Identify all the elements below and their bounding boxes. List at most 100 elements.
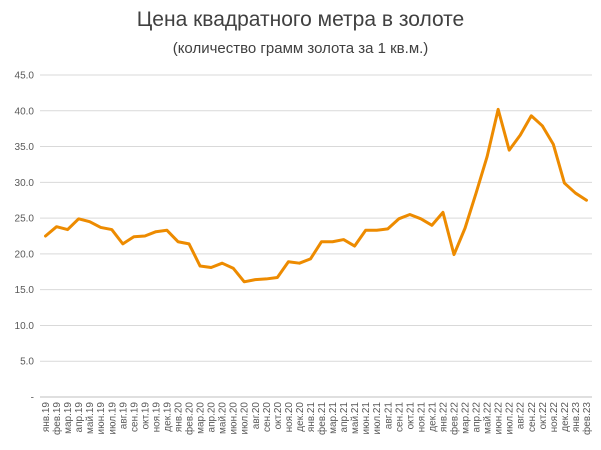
x-tick-label: янв.21 xyxy=(306,402,317,433)
x-tick-label: апр.21 xyxy=(339,402,350,433)
y-tick-label: 40.0 xyxy=(15,106,35,117)
data-point xyxy=(386,227,389,230)
data-point xyxy=(464,227,467,230)
x-tick-label: фев.19 xyxy=(51,402,63,435)
data-point xyxy=(232,267,235,270)
x-tick-label: сен.21 xyxy=(394,402,405,432)
y-tick-label: 10.0 xyxy=(15,321,35,332)
data-point xyxy=(287,260,290,263)
x-tick-label: авг.20 xyxy=(251,402,262,430)
x-tick-label: окт.21 xyxy=(405,402,416,430)
data-point xyxy=(563,182,566,185)
y-tick-label: 5.0 xyxy=(20,357,34,368)
x-tick-label: мар.22 xyxy=(461,402,472,434)
data-point xyxy=(221,262,224,265)
data-point xyxy=(375,229,378,232)
data-point xyxy=(486,155,489,158)
x-tick-label: ноя.22 xyxy=(549,402,560,433)
data-point xyxy=(132,235,135,238)
x-tick-label: май.21 xyxy=(350,402,361,434)
data-point xyxy=(441,211,444,214)
y-tick-label: - xyxy=(31,393,34,404)
data-point xyxy=(254,278,257,281)
x-tick-label: фев.20 xyxy=(184,402,196,435)
data-point xyxy=(475,192,478,195)
x-tick-label: янв.23 xyxy=(571,402,582,433)
data-point xyxy=(143,235,146,238)
x-tick-label: дек.20 xyxy=(295,402,306,432)
x-tick-label: дек.22 xyxy=(560,402,571,432)
x-tick-label: ноя.20 xyxy=(284,402,295,433)
x-tick-label: янв.19 xyxy=(41,402,52,433)
data-point xyxy=(497,108,500,111)
x-tick-label: сен.20 xyxy=(262,402,273,432)
data-point xyxy=(430,224,433,227)
data-point xyxy=(519,134,522,137)
data-point xyxy=(199,265,202,268)
data-point xyxy=(419,217,422,220)
data-point xyxy=(55,225,58,228)
x-tick-label: фев.22 xyxy=(449,402,461,435)
x-tick-label: июл.22 xyxy=(505,402,516,435)
x-tick-label: окт.19 xyxy=(140,402,151,430)
x-tick-label: июл.19 xyxy=(107,402,118,435)
data-point xyxy=(541,124,544,127)
x-tick-label: мар.20 xyxy=(196,402,207,434)
x-tick-label: авг.22 xyxy=(516,402,527,430)
data-point xyxy=(121,242,124,245)
x-tick-label: мар.21 xyxy=(328,402,339,434)
data-point xyxy=(508,149,511,152)
data-point xyxy=(77,217,80,220)
x-tick-label: дек.19 xyxy=(162,402,173,432)
x-tick-label: янв.20 xyxy=(174,402,185,433)
x-tick-label: авг.19 xyxy=(118,402,129,430)
data-point xyxy=(265,277,268,280)
x-tick-label: июл.21 xyxy=(372,402,383,435)
x-tick-label: ноя.21 xyxy=(416,402,427,433)
data-point xyxy=(364,229,367,232)
data-series xyxy=(44,107,588,284)
x-tick-label: май.19 xyxy=(85,402,96,434)
data-point xyxy=(243,280,246,283)
data-point xyxy=(298,262,301,265)
x-tick-label: окт.20 xyxy=(273,402,284,430)
data-point xyxy=(154,230,157,233)
data-point xyxy=(552,143,555,146)
data-point xyxy=(188,242,191,245)
data-point xyxy=(331,240,334,243)
chart-subtitle: (количество грамм золота за 1 кв.м.) xyxy=(172,40,429,57)
data-point xyxy=(88,220,91,223)
x-tick-label: июн.20 xyxy=(229,402,240,435)
gridlines xyxy=(40,74,592,398)
x-tick-label: май.20 xyxy=(218,402,229,434)
x-tick-label: окт.22 xyxy=(538,402,549,430)
x-tick-label: сен.19 xyxy=(129,402,140,432)
y-tick-label: 20.0 xyxy=(15,249,35,260)
data-point xyxy=(585,199,588,202)
data-point xyxy=(44,235,47,238)
data-point xyxy=(574,192,577,195)
x-tick-label: авг.21 xyxy=(383,402,394,430)
x-tick-label: ноя.19 xyxy=(151,402,162,433)
x-tick-label: апр.19 xyxy=(74,402,85,433)
y-tick-label: 25.0 xyxy=(15,214,35,225)
chart-title: Цена квадратного метра в золоте xyxy=(136,8,465,31)
x-tick-label: июн.19 xyxy=(96,402,107,435)
data-point xyxy=(210,266,213,269)
x-tick-label: дек.21 xyxy=(427,402,438,432)
x-axis: янв.19 фев.19 мар.19 апр.19 май.19 июн.19 июл.… xyxy=(41,402,593,435)
data-point xyxy=(408,213,411,216)
data-point xyxy=(99,226,102,229)
y-tick-label: 30.0 xyxy=(15,178,35,189)
data-point xyxy=(342,238,345,241)
y-tick-label: 15.0 xyxy=(15,285,35,296)
x-tick-label: апр.20 xyxy=(207,402,218,433)
series-line xyxy=(44,107,588,284)
data-point xyxy=(309,257,312,260)
data-point xyxy=(397,217,400,220)
y-tick-label: 35.0 xyxy=(15,142,35,153)
data-point xyxy=(66,228,69,231)
y-axis: - 5.0 10.0 15.0 20.0 25.0 30.0 35.0 40.0 45.0 xyxy=(15,71,35,404)
data-point xyxy=(320,240,323,243)
